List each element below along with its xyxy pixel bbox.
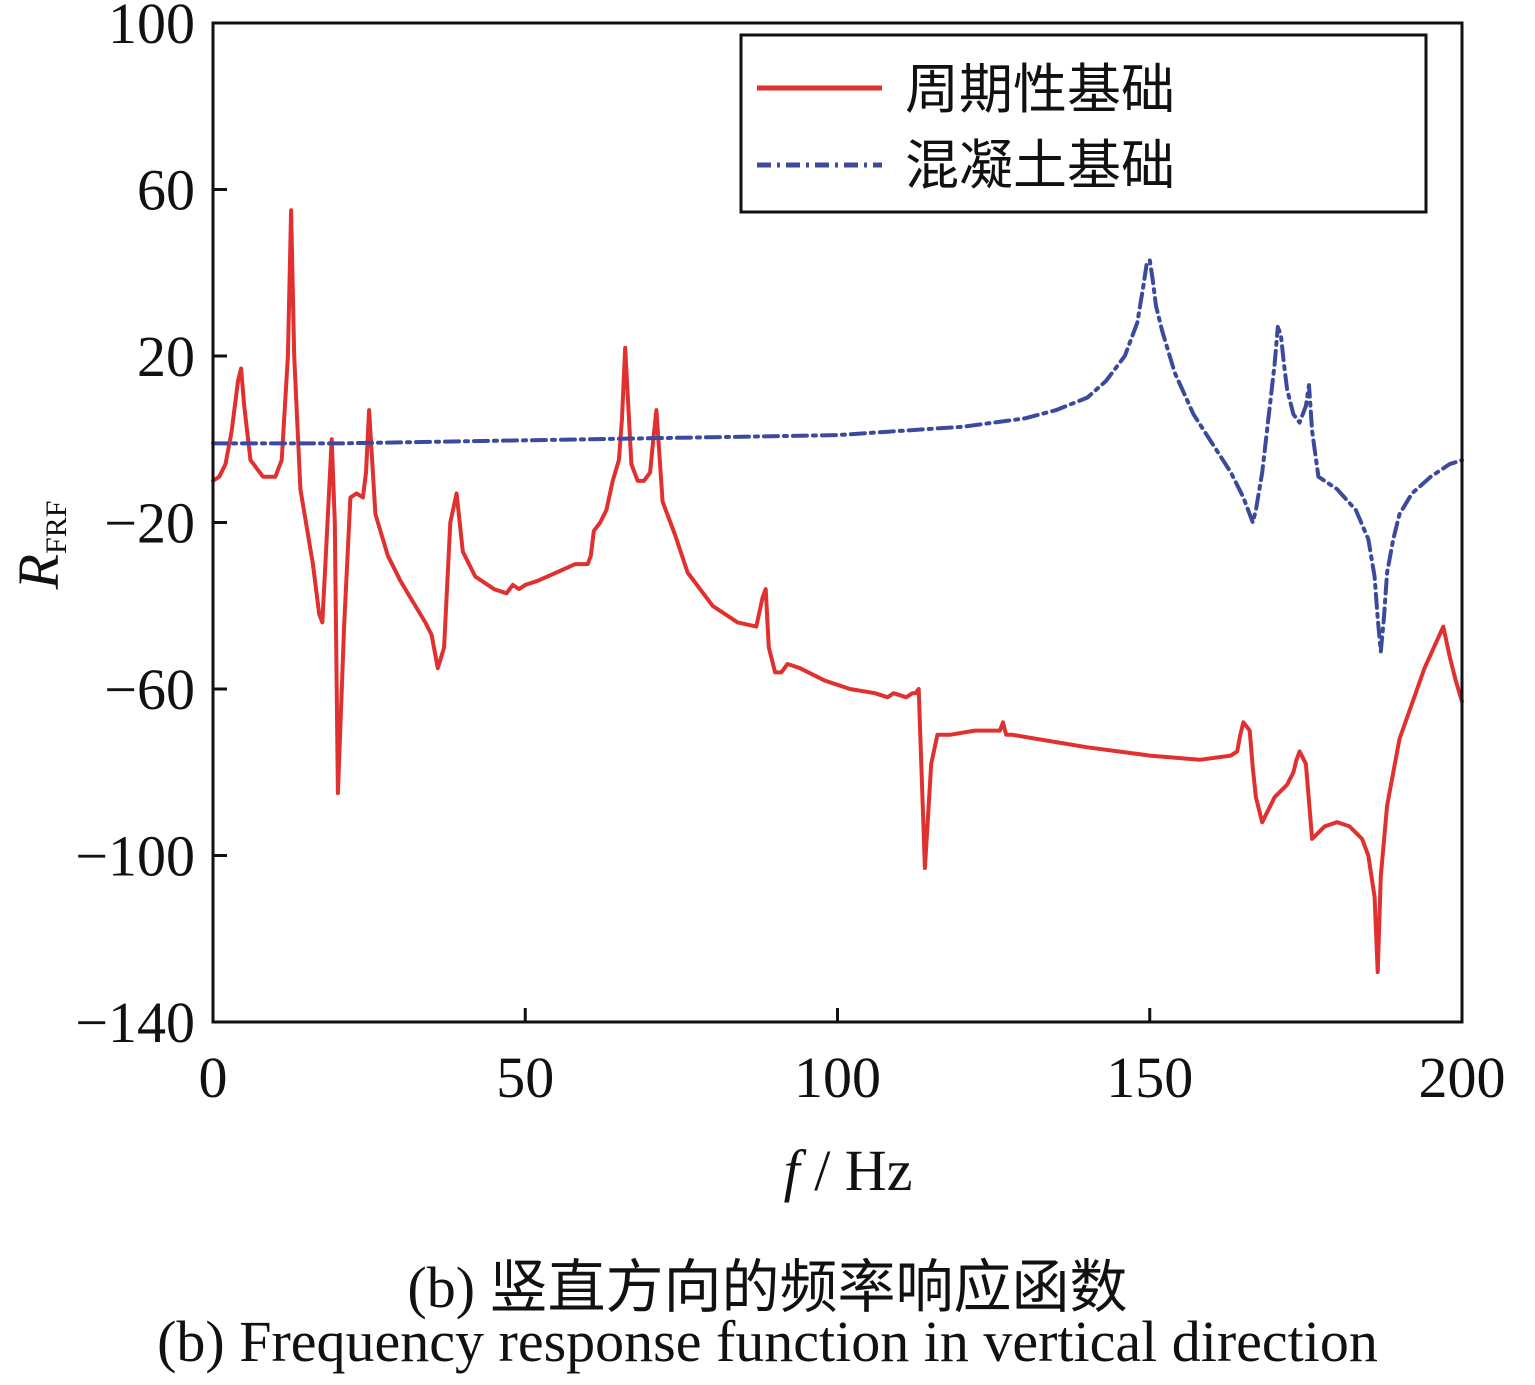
legend: 周期性基础 混凝土基础 <box>739 33 1428 214</box>
x-axis-label: f / Hz <box>784 1138 913 1203</box>
y-tick-label: −100 <box>75 824 195 889</box>
y-axis-label: RFRF <box>6 501 73 591</box>
legend-label-concrete: 混凝土基础 <box>905 134 1175 197</box>
y-tick-label: −20 <box>104 491 195 556</box>
legend-box <box>739 33 1428 214</box>
figure-caption-english: (b) Frequency response function in verti… <box>157 1309 1378 1374</box>
figure-caption-chinese: (b) 竖直方向的频率响应函数 <box>407 1255 1128 1320</box>
y-axis-subscript: FRF <box>40 501 73 554</box>
x-axis-unit: / Hz <box>800 1138 913 1203</box>
series-line-concrete <box>211 258 1464 654</box>
chart-svg: 0 50 100 150 200 100 60 20 −20 −60 −100 −140 f / Hz… <box>6 0 1506 1203</box>
x-tick-label: 50 <box>496 1045 554 1110</box>
x-tick-label: 100 <box>794 1045 881 1110</box>
series-line-periodic <box>211 208 1464 974</box>
y-tick-label: 60 <box>137 158 195 223</box>
y-axis-variable: R <box>6 554 71 590</box>
y-tick-label: 100 <box>108 0 195 56</box>
x-tick-label: 150 <box>1106 1045 1193 1110</box>
x-tick-label: 200 <box>1419 1045 1506 1110</box>
y-tick-label: −60 <box>104 657 195 722</box>
y-tick-label: 20 <box>137 324 195 389</box>
y-tick-label: −140 <box>75 990 195 1055</box>
legend-label-periodic: 周期性基础 <box>905 58 1175 121</box>
x-tick-label: 0 <box>199 1045 228 1110</box>
